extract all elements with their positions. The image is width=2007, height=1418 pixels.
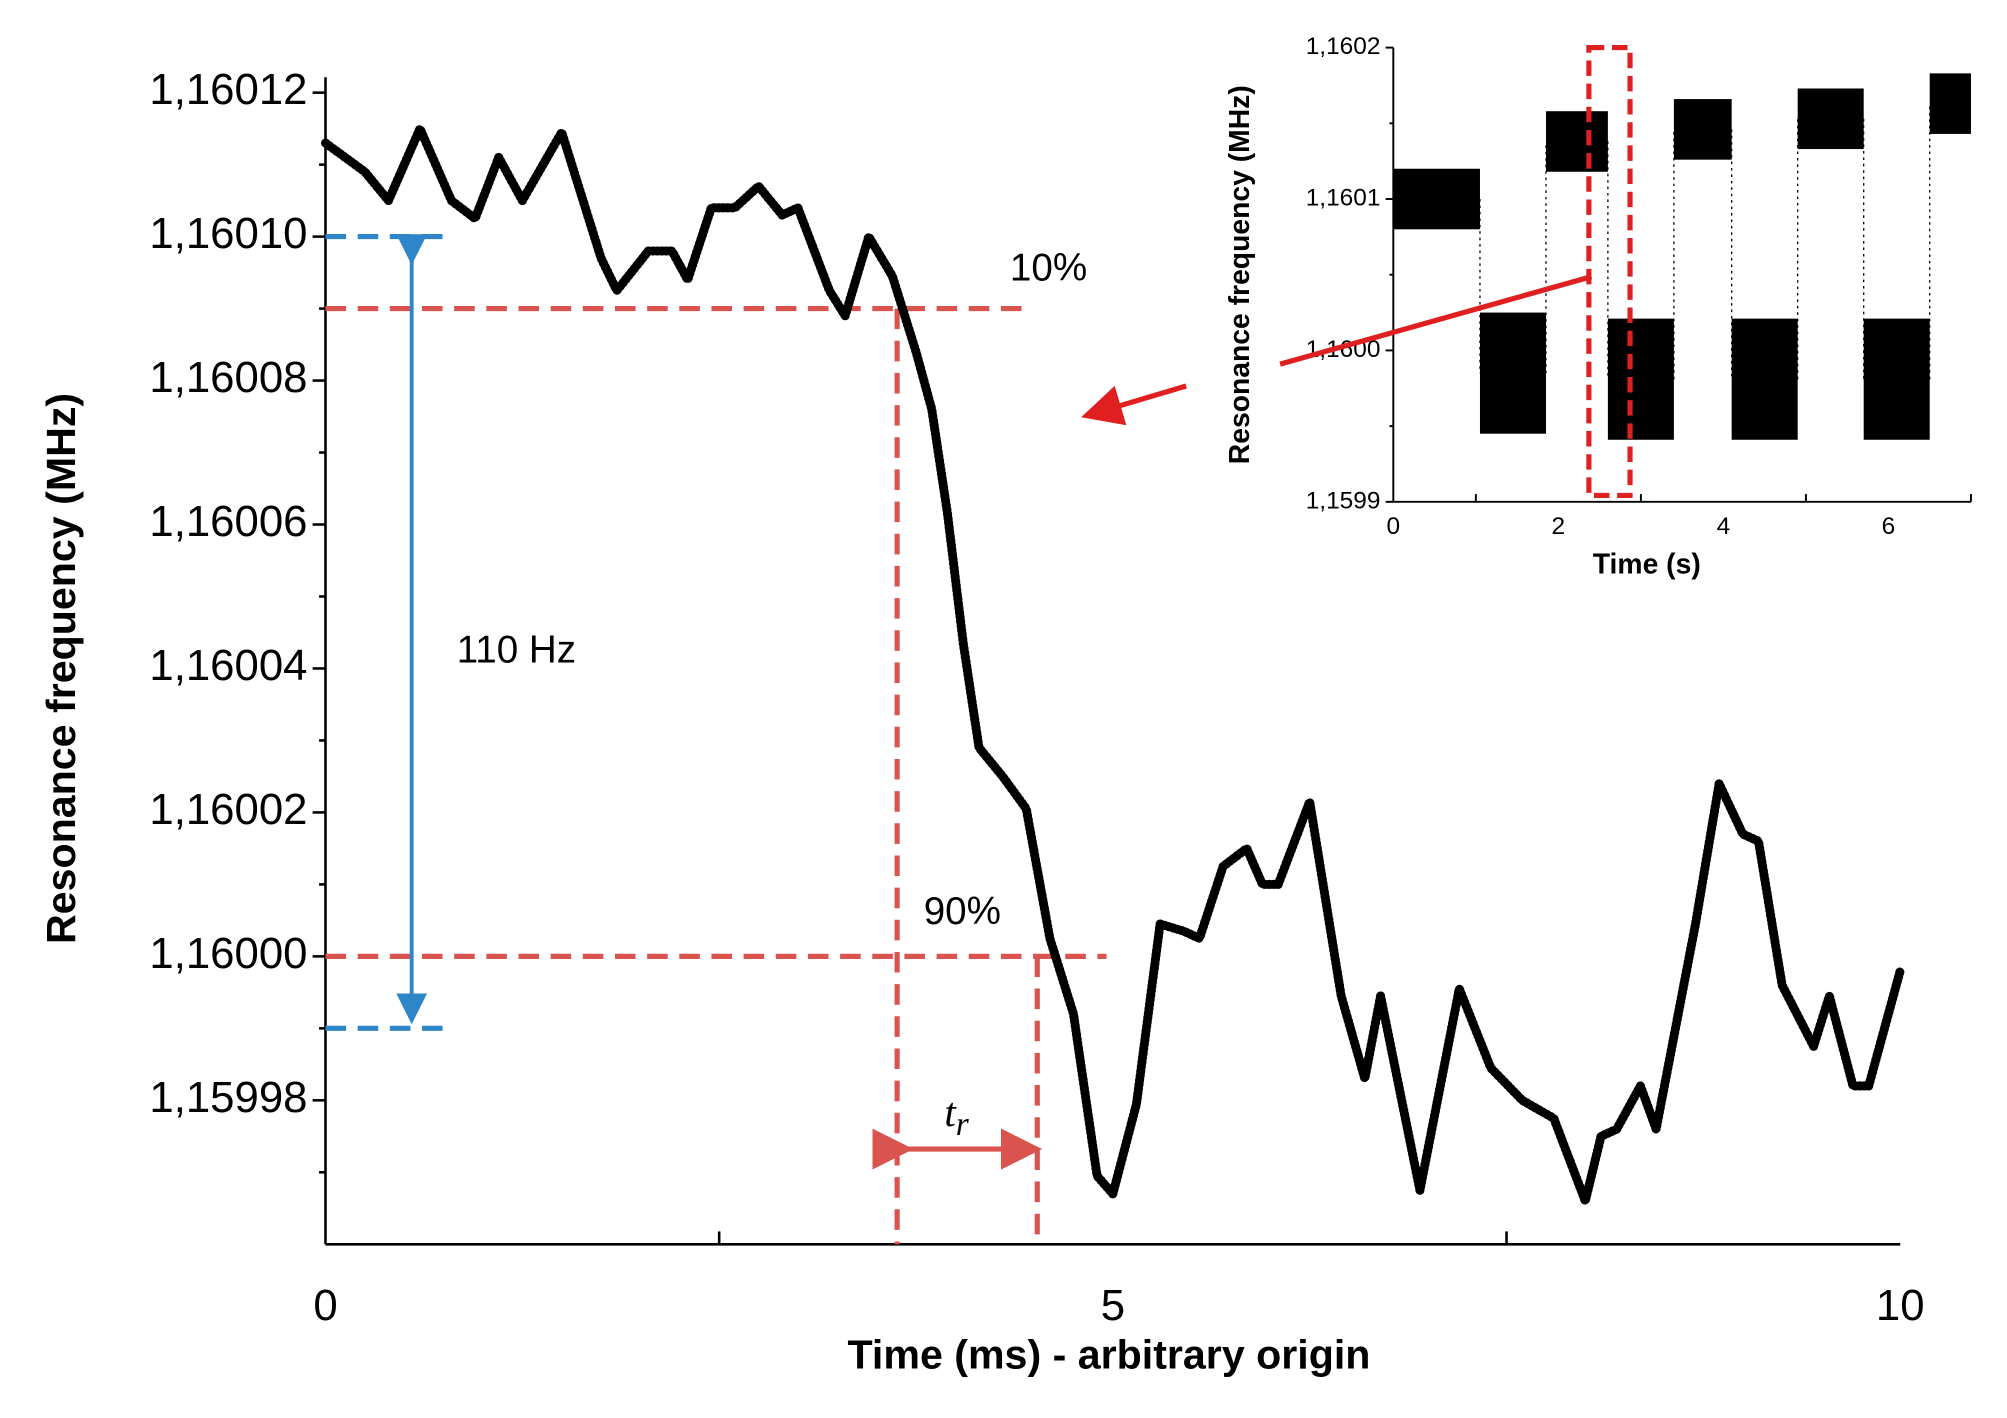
- signal-level: [1863, 318, 1930, 440]
- y-tick-label: 1,16012: [149, 65, 307, 114]
- main-plot: 1,15998 1,16000 1,16002 1,16004 1,16006 1,160…: [38, 65, 1924, 1377]
- signal-level: [1545, 111, 1608, 172]
- signal-level: [1731, 318, 1798, 440]
- annotation: 110 Hz: [457, 629, 576, 672]
- x-tick-label: 10: [1876, 1281, 1925, 1330]
- y-tick-label: 1,1601: [1306, 184, 1381, 211]
- zoom-line: [1279, 274, 1593, 367]
- signal-level: [1607, 318, 1674, 440]
- y-tick-label: 1,16000: [149, 929, 307, 978]
- y-tick-label: 1,1602: [1306, 33, 1381, 60]
- y-tick-label: 1,16010: [149, 209, 307, 258]
- y-tick-label: 1,1599: [1306, 487, 1381, 514]
- x-tick-label: 0: [1387, 513, 1401, 540]
- y-tick-label: 1,16002: [149, 785, 307, 834]
- signal-level: [1393, 168, 1480, 230]
- x-tick-label: 4: [1717, 513, 1731, 540]
- y-tick-label: 1,16008: [149, 353, 307, 402]
- y-axis-label: Resonance frequency (MHz): [1223, 85, 1255, 464]
- y-axis-label: Resonance frequency (MHz): [38, 393, 84, 944]
- annotation: 90%: [924, 890, 1001, 933]
- annotation: tr: [944, 1089, 969, 1143]
- zoom-arrow: [1081, 383, 1187, 426]
- x-tick-label: 2: [1552, 513, 1566, 540]
- y-tick-label: 1,16004: [149, 641, 307, 690]
- data-line: [320, 124, 1905, 1206]
- annotation: 10%: [1010, 246, 1087, 289]
- zoom-box: [1586, 45, 1633, 498]
- x-axis-label: Time (ms) - arbitrary origin: [848, 1331, 1371, 1377]
- signal-level: [1479, 312, 1546, 434]
- y-tick-label: 1,16006: [149, 497, 307, 546]
- x-tick-label: 0: [313, 1281, 337, 1330]
- signal-level: [1673, 99, 1732, 160]
- rise-base: t: [944, 1089, 957, 1135]
- rise-sub: r: [956, 1106, 970, 1143]
- x-tick-label: 5: [1101, 1281, 1125, 1330]
- x-tick-label: 6: [1882, 513, 1896, 540]
- x-axis-label: Time (s): [1593, 548, 1701, 580]
- signal-level: [1797, 88, 1864, 150]
- signal-level: [1929, 73, 1971, 134]
- y-tick-label: 1,15998: [149, 1073, 307, 1122]
